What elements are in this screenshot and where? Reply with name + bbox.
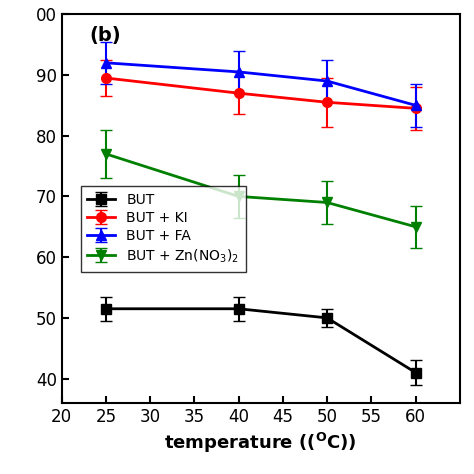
X-axis label: temperature ($\mathregular{(^{O}C)}$): temperature ($\mathregular{(^{O}C)}$) bbox=[164, 431, 357, 456]
Legend: BUT, BUT + KI, BUT + FA, BUT + Zn(NO$_3$)$_2$: BUT, BUT + KI, BUT + FA, BUT + Zn(NO$_3$… bbox=[81, 186, 246, 272]
Text: (b): (b) bbox=[90, 26, 121, 45]
